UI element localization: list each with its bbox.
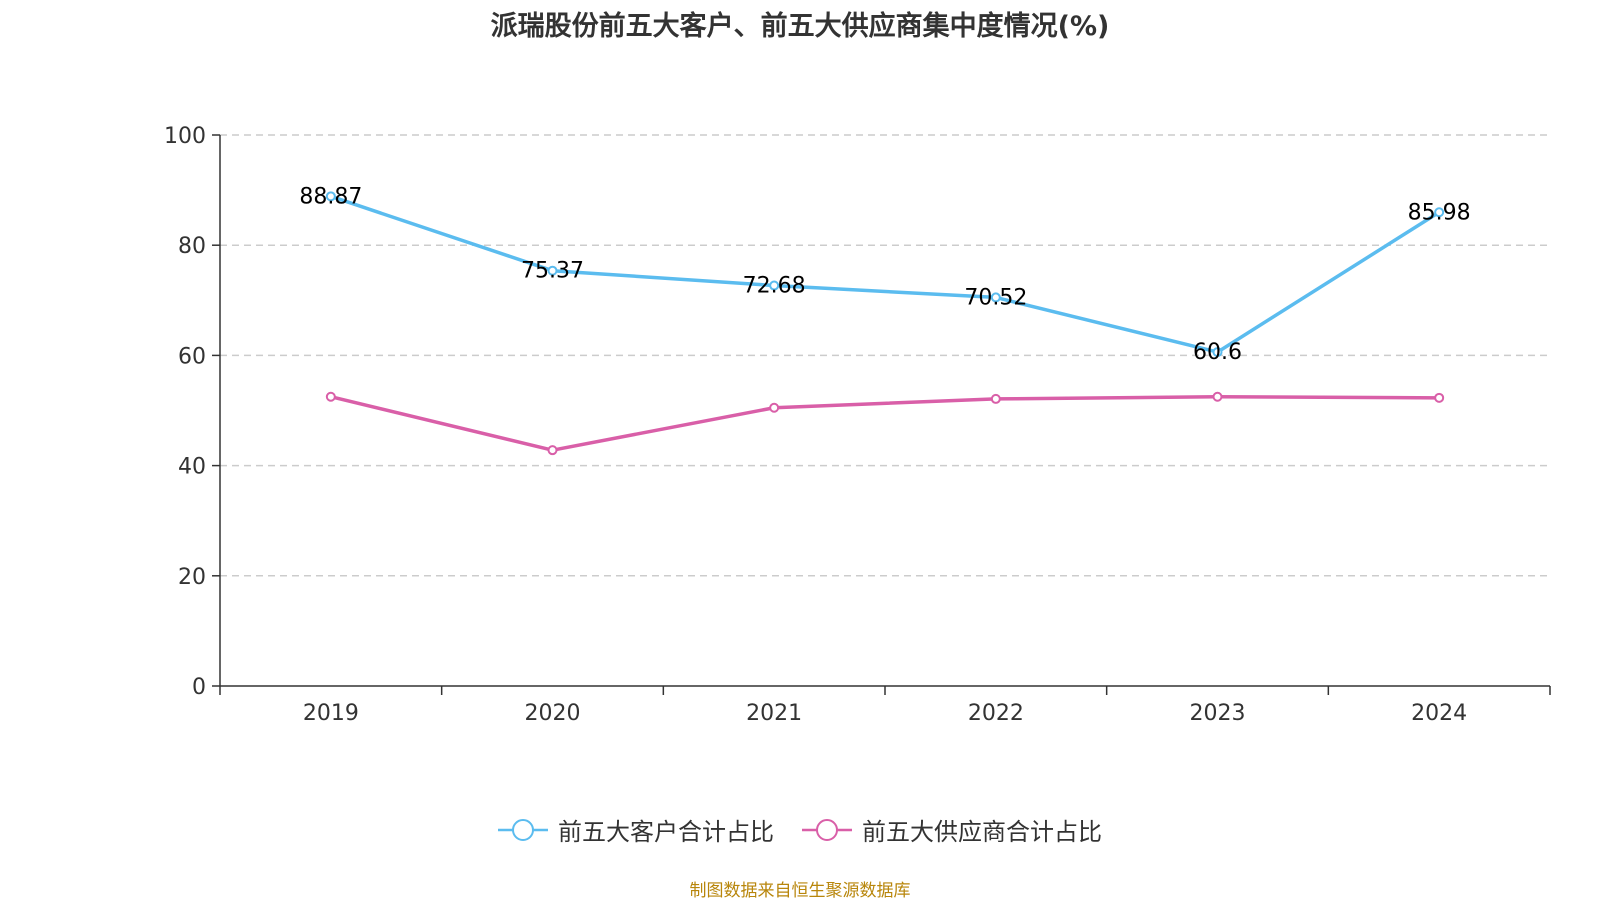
data-label: 85.98 [1408, 200, 1471, 225]
data-labels: 88.87 75.37 72.68 70.52 60.6 85.98 [299, 184, 1470, 365]
legend-marker-icon [498, 818, 548, 841]
y-tick-label: 80 [178, 234, 206, 259]
y-tick-label: 0 [192, 675, 206, 700]
data-point [547, 265, 558, 276]
x-tick-label: 2023 [1190, 701, 1246, 726]
series [325, 191, 1445, 456]
data-label: 70.52 [964, 285, 1027, 310]
data-point [1212, 391, 1223, 402]
legend-marker-icon [802, 818, 852, 841]
y-tick-label: 40 [178, 455, 206, 480]
legend-label: 前五大客户合计占比 [558, 818, 774, 846]
grid-lines [220, 134, 1550, 577]
legend-label: 前五大供应商合计占比 [862, 818, 1102, 846]
legend-item-1[interactable]: 前五大客户合计占比 [498, 812, 774, 847]
axes: 0 20 40 60 80 100 2019 2020 2021 2022 2023 2024 [164, 124, 1551, 726]
data-point [547, 445, 558, 456]
y-tick-label: 100 [164, 124, 206, 149]
series-line-2 [330, 394, 1440, 452]
x-tick-label: 2020 [525, 701, 581, 726]
legend-item-2[interactable]: 前五大供应商合计占比 [802, 812, 1102, 847]
x-tick-label: 2022 [968, 701, 1024, 726]
chart-title: 派瑞股份前五大客户、前五大供应商集中度情况(%) [490, 11, 1110, 42]
data-label: 72.68 [743, 274, 806, 299]
data-label: 88.87 [299, 184, 362, 209]
data-point [325, 191, 336, 202]
y-tick-label: 60 [178, 344, 206, 369]
data-point [990, 292, 1001, 303]
data-point [1434, 392, 1445, 403]
x-tick-label: 2024 [1411, 701, 1467, 726]
data-label: 60.6 [1193, 340, 1242, 365]
data-label: 75.37 [521, 259, 584, 284]
data-point [1212, 347, 1223, 358]
data-point [1434, 207, 1445, 218]
data-point [769, 402, 780, 413]
data-point [769, 280, 780, 291]
x-tick-label: 2021 [746, 701, 802, 726]
source-note: 制图数据来自恒生聚源数据库 [689, 881, 911, 901]
legend: 前五大客户合计占比 前五大供应商合计占比 [0, 812, 1600, 847]
y-tick-label: 20 [178, 565, 206, 590]
data-point [990, 393, 1001, 404]
data-point [325, 391, 336, 402]
series-line-1 [330, 194, 1441, 354]
x-tick-label: 2019 [303, 701, 359, 726]
